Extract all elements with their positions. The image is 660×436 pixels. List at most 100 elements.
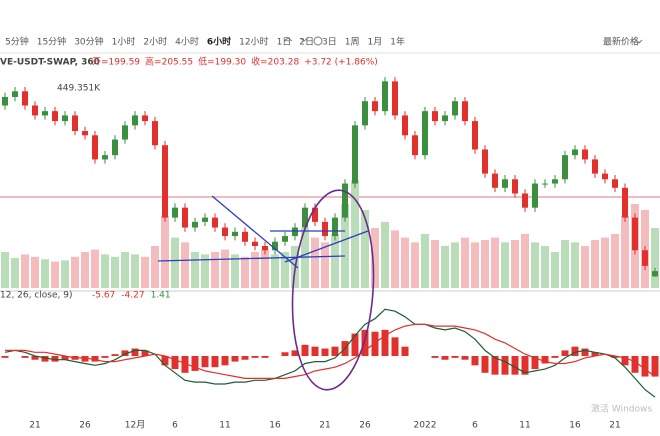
volume-bar — [271, 254, 279, 288]
interval-tab[interactable]: 15分钟 — [37, 36, 66, 48]
ellipse-drawing — [291, 189, 375, 391]
interval-tab[interactable]: 12小时 — [239, 36, 268, 48]
candle-body — [452, 101, 458, 116]
candle-body — [462, 101, 468, 122]
toolbar-icons — [283, 36, 323, 46]
price-mode[interactable]: 最新价格 — [603, 36, 639, 48]
interval-tab[interactable]: 5分钟 — [5, 36, 29, 48]
macd-dea-line — [5, 323, 656, 379]
candle-body — [152, 121, 158, 146]
macd-histogram — [171, 356, 179, 370]
candle-body — [572, 149, 578, 156]
volume-bar — [281, 252, 289, 288]
macd-histogram — [541, 356, 549, 364]
volume-bar — [131, 254, 139, 288]
volume-bar — [401, 237, 409, 288]
interval-tab[interactable]: 1周 — [345, 37, 360, 48]
candle-body — [552, 179, 558, 184]
macd-histogram — [141, 350, 149, 356]
candle-body — [652, 271, 658, 277]
macd-dif-line — [4, 308, 656, 398]
candle-body — [522, 193, 528, 208]
interval-tab[interactable]: 2小时 — [143, 36, 167, 48]
macd-histogram — [31, 356, 39, 360]
macd-histogram — [581, 348, 589, 356]
candle-body — [502, 179, 508, 188]
candle-body — [102, 155, 108, 160]
macd-histogram — [301, 344, 309, 356]
macd-histogram — [621, 356, 629, 366]
volume-bar — [431, 240, 439, 288]
candle-body — [142, 115, 148, 122]
volume-bar — [301, 228, 309, 288]
macd-histogram — [511, 356, 519, 375]
volume-bar — [141, 256, 149, 288]
macd-histogram — [261, 356, 269, 358]
x-tick-label: 11 — [519, 421, 530, 431]
interval-tab[interactable]: 1年 — [390, 36, 405, 48]
volume-bar — [511, 240, 519, 288]
macd-histogram — [371, 331, 379, 356]
ohlc-value: 开=199.59 — [92, 57, 140, 68]
candle-body — [82, 131, 88, 136]
interval-tab[interactable]: 1月 — [368, 37, 383, 48]
volume-bar — [241, 256, 249, 288]
macd-histogram — [501, 356, 509, 375]
interval-tab[interactable]: 4小时 — [175, 36, 199, 48]
candle-body — [212, 217, 218, 228]
macd-histogram — [1, 356, 9, 358]
macd-histogram — [221, 356, 229, 366]
macd-histogram — [381, 329, 389, 356]
volume-bar — [481, 240, 489, 288]
candle-body — [472, 121, 478, 150]
candle-body — [342, 183, 348, 218]
macd-histogram — [291, 350, 299, 356]
volume-bar — [551, 252, 559, 288]
macd-histogram — [461, 356, 469, 360]
candle-body — [632, 217, 638, 251]
volume-bar — [101, 254, 109, 288]
macd-histogram — [521, 356, 529, 375]
candle-body — [532, 183, 538, 208]
candle-body — [482, 149, 488, 174]
volume-bar — [501, 242, 509, 288]
volume-bar — [261, 249, 269, 288]
interval-tab[interactable]: 6小时 — [207, 36, 231, 48]
macd-histogram — [41, 356, 49, 362]
macd-histogram — [61, 356, 69, 360]
volume-bar — [571, 242, 579, 288]
dropdown-icon[interactable] — [635, 39, 643, 44]
candle-body — [222, 227, 228, 237]
volume-bar — [11, 258, 19, 288]
interval-tab[interactable]: 1小时 — [112, 36, 136, 48]
volume-bar — [221, 249, 229, 288]
candle-body — [332, 217, 338, 237]
candle-body — [202, 217, 208, 222]
ohlc-value: 低=199.30 — [198, 56, 246, 68]
volume-bar — [81, 252, 89, 288]
macd-label: 12, 26, close, 9) — [0, 291, 73, 301]
macd-histogram — [311, 346, 319, 356]
interval-tab[interactable]: 30分钟 — [74, 36, 103, 48]
volume-bar — [341, 204, 349, 288]
volume-bar — [41, 259, 49, 288]
volume-bar — [231, 254, 239, 288]
volume-bar — [111, 256, 119, 288]
interval-tab[interactable]: 3日 — [322, 37, 337, 48]
x-tick-label: 21 — [319, 421, 330, 431]
macd-histogram — [471, 356, 479, 366]
volume-bar — [61, 260, 69, 288]
interval-tab[interactable]: 1日 — [277, 37, 292, 48]
x-tick-label: 16 — [269, 421, 281, 431]
candle-body — [2, 96, 8, 106]
macd-histogram — [591, 352, 599, 356]
candle-body — [312, 207, 318, 222]
volume-bar — [121, 252, 129, 288]
candle-body — [582, 149, 588, 160]
candle-body — [272, 241, 278, 251]
interval-tab[interactable]: 2日 — [299, 37, 314, 48]
x-tick-label: 16 — [569, 421, 581, 431]
macd-histogram — [91, 356, 99, 362]
toolbar: 5分钟 15分钟 30分钟 1小时 2小时 4小时 6小时 12小时 1日 2日 3日 1周 1月 1年 — [5, 36, 405, 48]
